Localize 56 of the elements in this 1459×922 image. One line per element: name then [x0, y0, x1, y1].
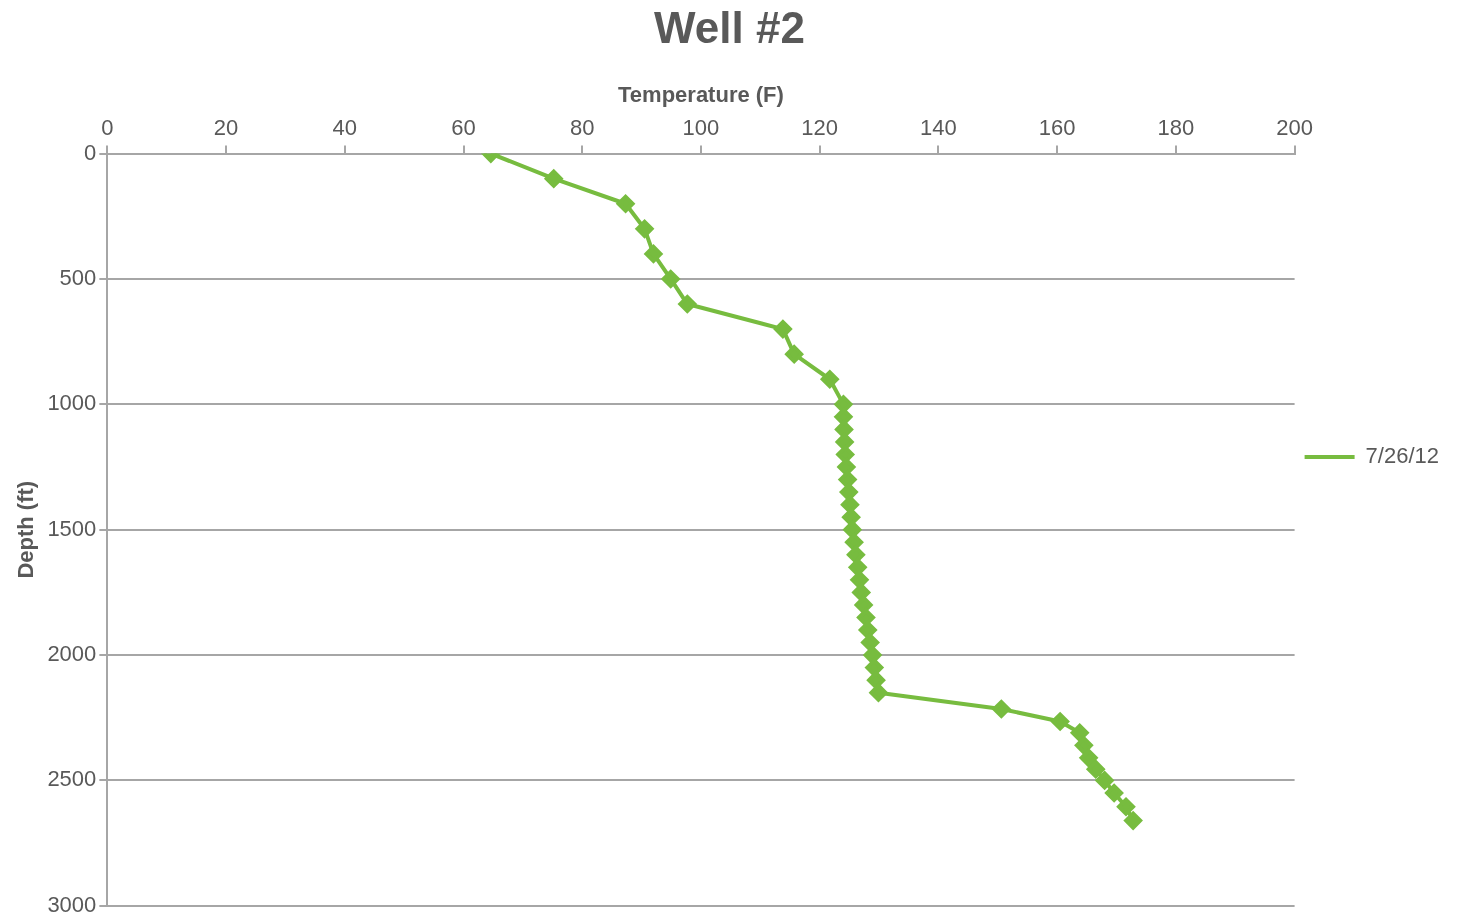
point	[1070, 723, 1089, 742]
point	[616, 194, 635, 213]
point	[773, 320, 792, 339]
x-tick-label: 200	[1276, 115, 1313, 141]
point	[1074, 736, 1093, 755]
legend-label: 7/26/12	[1365, 443, 1439, 469]
point	[846, 545, 865, 564]
y-axis-title: Depth (ft)	[13, 480, 39, 579]
point	[1086, 760, 1105, 779]
point	[869, 683, 888, 702]
point	[857, 608, 875, 627]
point	[635, 219, 654, 238]
point	[867, 671, 886, 690]
point	[992, 699, 1011, 718]
x-tick-label: 0	[101, 115, 114, 141]
point	[661, 269, 680, 288]
point	[1079, 748, 1098, 767]
point	[838, 470, 857, 489]
point	[845, 533, 864, 552]
point	[644, 244, 663, 263]
point	[843, 520, 862, 539]
x-tick-label: 180	[1157, 115, 1195, 141]
point	[678, 295, 697, 314]
point	[1124, 811, 1143, 830]
point	[865, 658, 884, 677]
y-tick-label: 1000	[47, 390, 97, 416]
y-tick-label: 3000	[47, 891, 97, 917]
point	[1095, 771, 1114, 790]
point	[861, 633, 880, 652]
point	[854, 595, 873, 614]
x-tick-label: 20	[213, 115, 239, 141]
y-tick-label: 1500	[47, 515, 97, 541]
point	[820, 370, 839, 389]
point	[1051, 712, 1070, 731]
y-tick-label: 2000	[47, 641, 97, 667]
y-tick-label: 500	[59, 265, 97, 291]
x-tick-label: 100	[682, 115, 720, 141]
point	[544, 169, 563, 188]
y-tick-label: 0	[84, 139, 97, 165]
point	[848, 558, 867, 577]
x-tick-label: 60	[451, 115, 476, 141]
point	[850, 570, 869, 589]
x-axis-title: Temperature (F)	[618, 82, 784, 108]
y-tick-label: 2500	[47, 766, 97, 792]
point	[858, 620, 877, 639]
point	[852, 583, 871, 602]
point	[1117, 797, 1136, 816]
point	[1105, 783, 1124, 802]
x-tick-label: 40	[332, 115, 358, 141]
chart-title: Well #2	[654, 2, 805, 52]
x-tick-label: 120	[801, 115, 839, 141]
point	[785, 345, 804, 364]
x-tick-label: 80	[570, 115, 595, 141]
x-tick-label: 140	[920, 115, 957, 141]
point	[863, 646, 882, 665]
x-tick-label: 160	[1038, 115, 1076, 141]
